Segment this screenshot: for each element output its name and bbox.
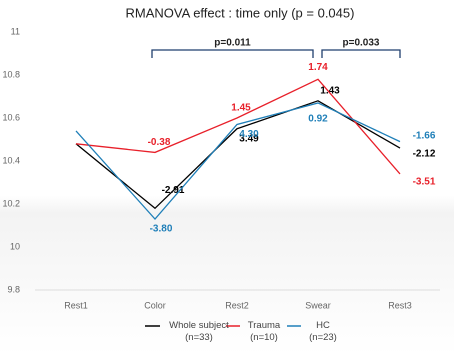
- point-label: -3.51: [413, 177, 436, 188]
- point-label: 1.74: [308, 62, 328, 73]
- series-line: [75, 78, 401, 175]
- bracket: [151, 49, 314, 58]
- y-tick-label: 11: [11, 26, 20, 36]
- x-tick-label: Swear: [305, 300, 331, 310]
- x-tick-label: Rest1: [64, 300, 88, 310]
- point-label: 0.92: [308, 114, 328, 125]
- point-label: -2.91: [162, 185, 185, 196]
- point-label: 1.43: [320, 85, 340, 96]
- bracket-label: p=0.011: [214, 38, 251, 49]
- legend-label: HC (n=23): [309, 320, 337, 343]
- y-tick-label: 10: [10, 241, 20, 251]
- legend-label: Trauma (n=10): [247, 320, 281, 343]
- legend-label: Whole subject (n=33): [169, 320, 229, 343]
- y-tick-label: 9.8: [7, 284, 20, 294]
- point-label: 3.49: [239, 133, 259, 144]
- point-label: -0.38: [148, 137, 171, 148]
- point-label: -3.80: [150, 224, 173, 235]
- series-line: [75, 102, 401, 221]
- y-tick-label: 10.2: [2, 198, 20, 208]
- y-tick-label: 10.6: [2, 112, 20, 122]
- y-tick-label: 10.4: [2, 155, 20, 165]
- x-tick-label: Rest2: [225, 300, 249, 310]
- point-label: -2.12: [413, 149, 436, 160]
- chart-title: RMANOVA effect : time only (p = 0.045): [126, 5, 355, 20]
- y-tick-label: 10.8: [2, 69, 20, 79]
- point-label: -1.66: [413, 130, 436, 141]
- point-label: 1.45: [231, 103, 251, 114]
- point-label: 4.30: [239, 129, 259, 140]
- x-tick-label: Color: [144, 300, 166, 310]
- bracket: [321, 49, 401, 58]
- x-tick-label: Rest3: [388, 300, 412, 310]
- bracket-label: p=0.033: [343, 38, 380, 49]
